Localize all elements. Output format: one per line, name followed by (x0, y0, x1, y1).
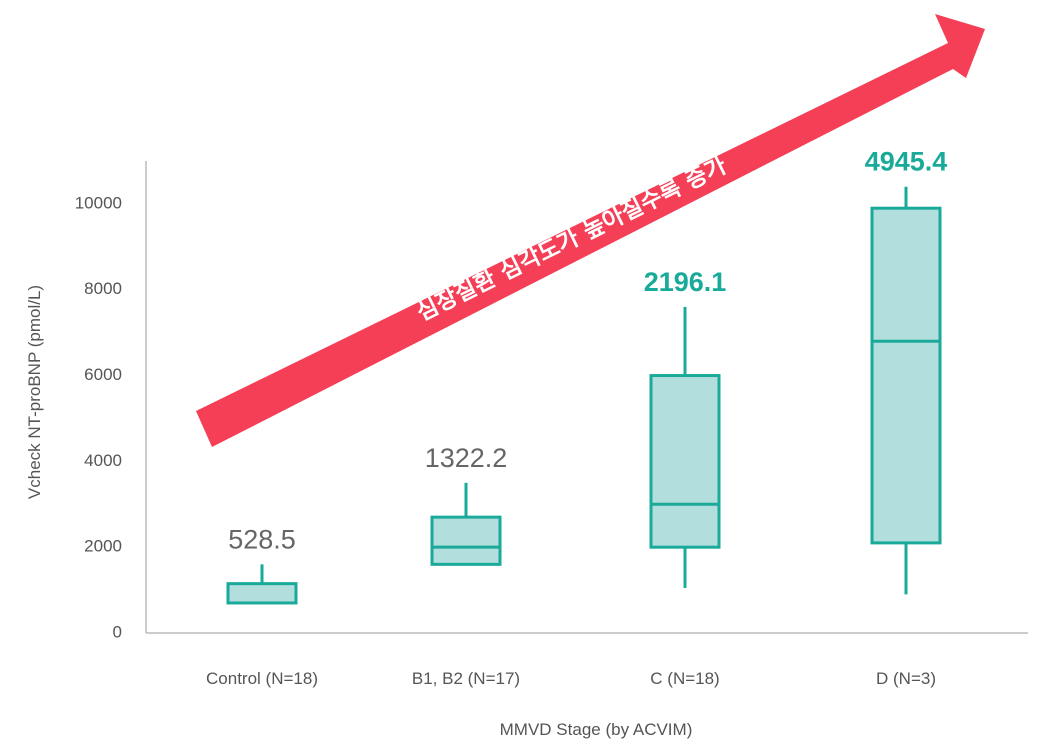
trend-arrow: 심장질환 심각도가 높아질수록 증가 (196, 14, 985, 447)
box-iqr (649, 374, 721, 549)
x-category-label: Control (N=18) (206, 669, 318, 688)
y-tick-label: 8000 (84, 279, 122, 298)
value-label: 1322.2 (425, 443, 508, 473)
y-tick-label: 4000 (84, 451, 122, 470)
y-tick-label: 2000 (84, 537, 122, 556)
box-iqr (430, 515, 502, 566)
axes (145, 161, 1028, 634)
x-category-label: D (N=3) (876, 669, 936, 688)
value-label: 528.5 (228, 524, 296, 554)
x-category-label: B1, B2 (N=17) (412, 669, 520, 688)
box-group: 4945.4 (865, 147, 948, 595)
x-axis-title: MMVD Stage (by ACVIM) (500, 720, 693, 739)
box-group: 2196.1 (644, 267, 727, 588)
y-tick-label: 10000 (75, 193, 122, 212)
value-label: 2196.1 (644, 267, 727, 297)
y-tick-label: 6000 (84, 365, 122, 384)
y-axis-title: Vcheck NT-proBNP (pmol/L) (25, 285, 44, 499)
y-tick-label: 0 (113, 622, 122, 641)
box-iqr (870, 206, 942, 545)
boxes: 528.5 1322.2 2196.1 4945.4 (226, 147, 948, 605)
trend-arrow-shape (196, 14, 985, 447)
box-group: 528.5 (226, 524, 298, 605)
trend-arrow-label: 심장질환 심각도가 높아질수록 증가 (413, 153, 731, 327)
y-axis-ticks: 0 2000 4000 6000 8000 10000 (75, 193, 122, 641)
x-axis-categories: Control (N=18) B1, B2 (N=17) C (N=18) D (N=… (206, 669, 936, 688)
value-label: 4945.4 (865, 147, 948, 177)
box-group: 1322.2 (425, 443, 508, 566)
x-category-label: C (N=18) (650, 669, 719, 688)
box-iqr (226, 582, 298, 605)
